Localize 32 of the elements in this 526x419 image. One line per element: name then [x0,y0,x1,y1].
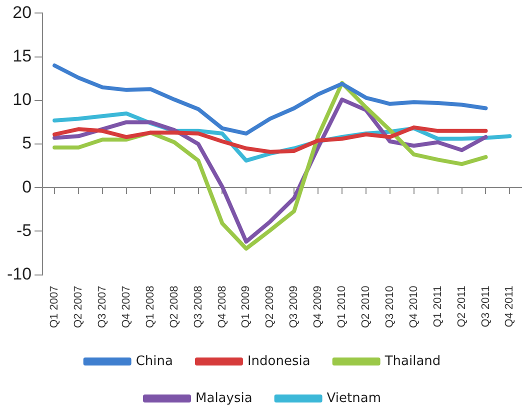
legend-label: Vietnam [326,390,381,406]
y-tick-label: 10 [12,90,32,110]
x-tick-label: Q3 2007 [96,286,108,328]
x-tick-label: Q3 2008 [192,286,204,328]
y-tick-label: 0 [22,177,32,196]
x-tick-label: Q3 2009 [288,286,300,328]
x-tick-label: Q2 2009 [264,286,276,328]
legend-label: Indonesia [247,354,310,369]
x-tick-label: Q4 2008 [216,286,228,328]
x-tick-label: Q1 2009 [240,286,252,328]
x-tick-label: Q2 2011 [456,286,468,328]
x-tick-label: Q2 2010 [360,286,372,328]
y-tick-label: 20 [12,2,32,22]
x-tick-label: Q1 2010 [336,286,348,328]
x-tick-label: Q4 2011 [504,286,516,328]
y-tick-label: 5 [22,134,32,153]
legend-label: Thailand [384,354,441,369]
legend-label: China [136,354,173,369]
x-tick-label: Q4 2009 [312,286,324,328]
x-tick-label: Q1 2007 [48,286,61,328]
x-tick-label: Q2 2008 [168,286,180,328]
x-tick-label: Q1 2011 [432,286,444,328]
x-tick-label: Q1 2008 [144,286,156,328]
y-tick-label: -5 [16,220,32,240]
legend-label: Malaysia [196,390,252,406]
x-tick-label: Q3 2010 [384,286,396,328]
y-tick-label: -10 [6,264,32,284]
x-tick-label: Q2 2007 [72,286,85,328]
x-tick-label: Q3 2011 [480,286,492,328]
y-tick-label: 15 [12,46,32,66]
x-tick-label: Q4 2007 [120,286,132,328]
x-tick-label: Q4 2010 [408,286,420,328]
